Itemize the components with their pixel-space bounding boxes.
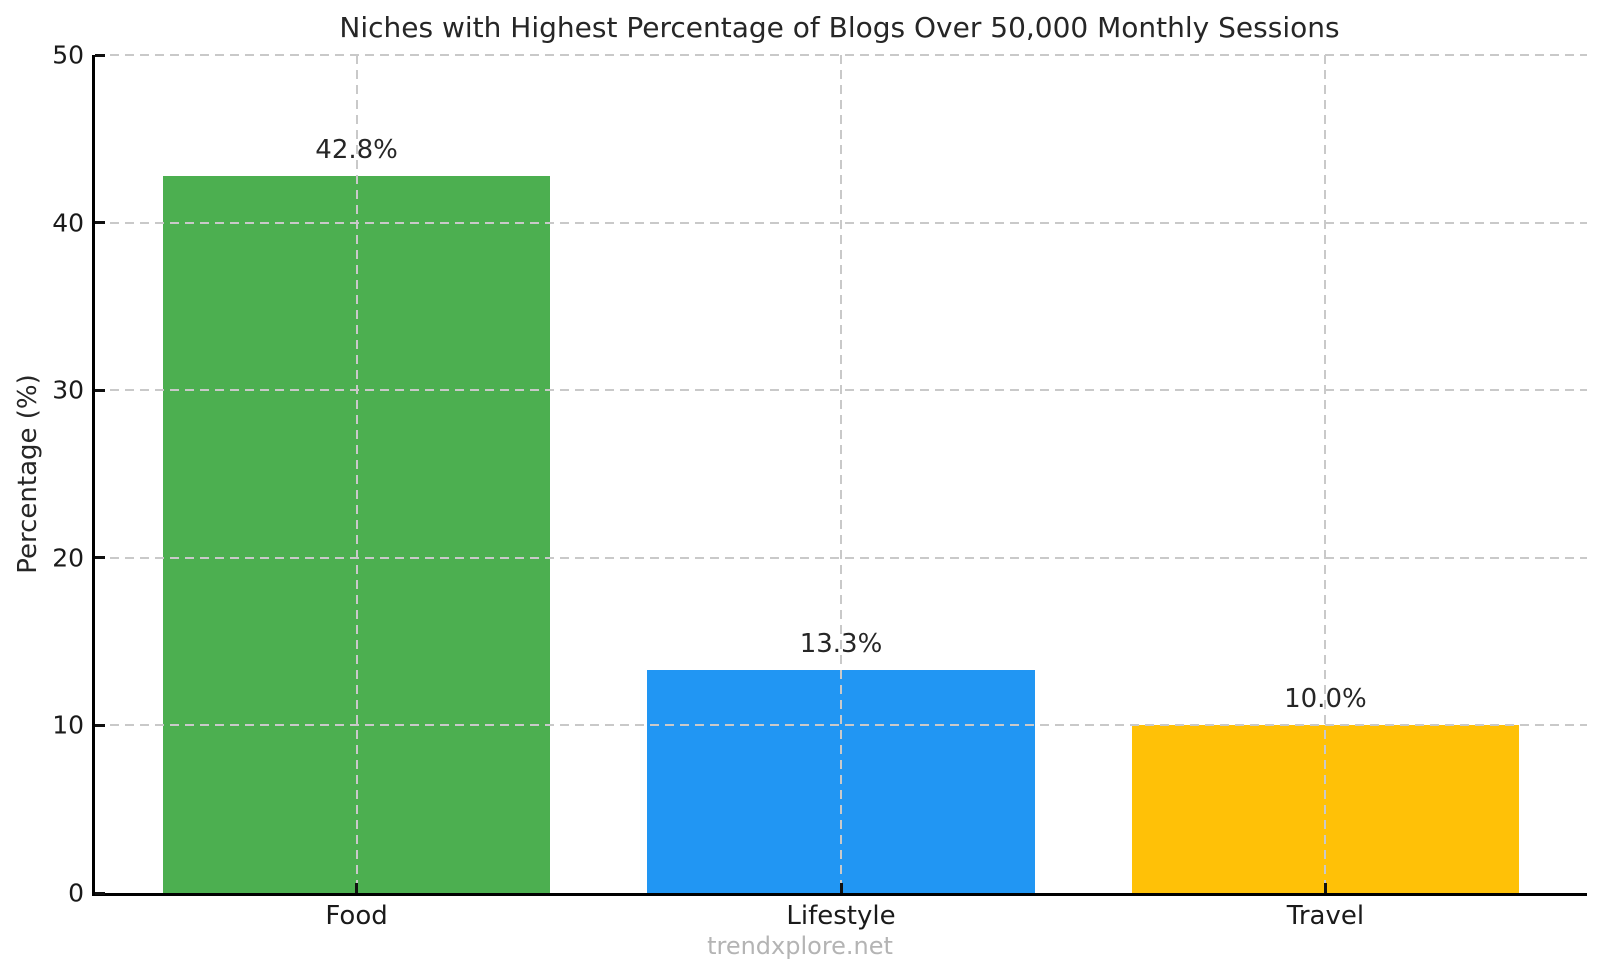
x-axis-tick-lifestyle bbox=[839, 883, 843, 893]
y-axis-tick-0 bbox=[95, 891, 105, 895]
chart-title: Niches with Highest Percentage of Blogs … bbox=[339, 11, 1340, 44]
grid-line-v-travel bbox=[1324, 55, 1327, 893]
x-axis-tick-food bbox=[355, 883, 359, 893]
y-axis-tick-20 bbox=[95, 556, 105, 560]
x-tick-label-food: Food bbox=[325, 901, 388, 931]
y-tick-label-30: 30 bbox=[52, 375, 84, 405]
bar-value-label-food: 42.8% bbox=[315, 134, 398, 165]
y-tick-label-20: 20 bbox=[52, 543, 84, 573]
x-tick-label-travel: Travel bbox=[1286, 901, 1365, 931]
y-axis-tick-10 bbox=[95, 723, 105, 727]
grid-line-v-lifestyle bbox=[840, 55, 842, 893]
y-tick-label-10: 10 bbox=[52, 710, 84, 740]
grid-line-v-food bbox=[355, 55, 358, 893]
x-tick-label-lifestyle: Lifestyle bbox=[786, 901, 896, 931]
plot-area bbox=[92, 53, 1587, 896]
watermark: trendxplore.net bbox=[707, 932, 893, 960]
y-axis-tick-30 bbox=[95, 388, 105, 392]
bar-value-label-travel: 10.0% bbox=[1284, 684, 1367, 715]
y-tick-label-0: 0 bbox=[68, 878, 84, 908]
y-axis-tick-50 bbox=[95, 53, 105, 57]
y-tick-label-50: 50 bbox=[52, 40, 84, 70]
x-axis-tick-travel bbox=[1323, 883, 1327, 893]
bar-value-label-lifestyle: 13.3% bbox=[799, 629, 883, 660]
y-tick-label-40: 40 bbox=[52, 208, 84, 238]
y-axis-tick-40 bbox=[95, 221, 105, 225]
